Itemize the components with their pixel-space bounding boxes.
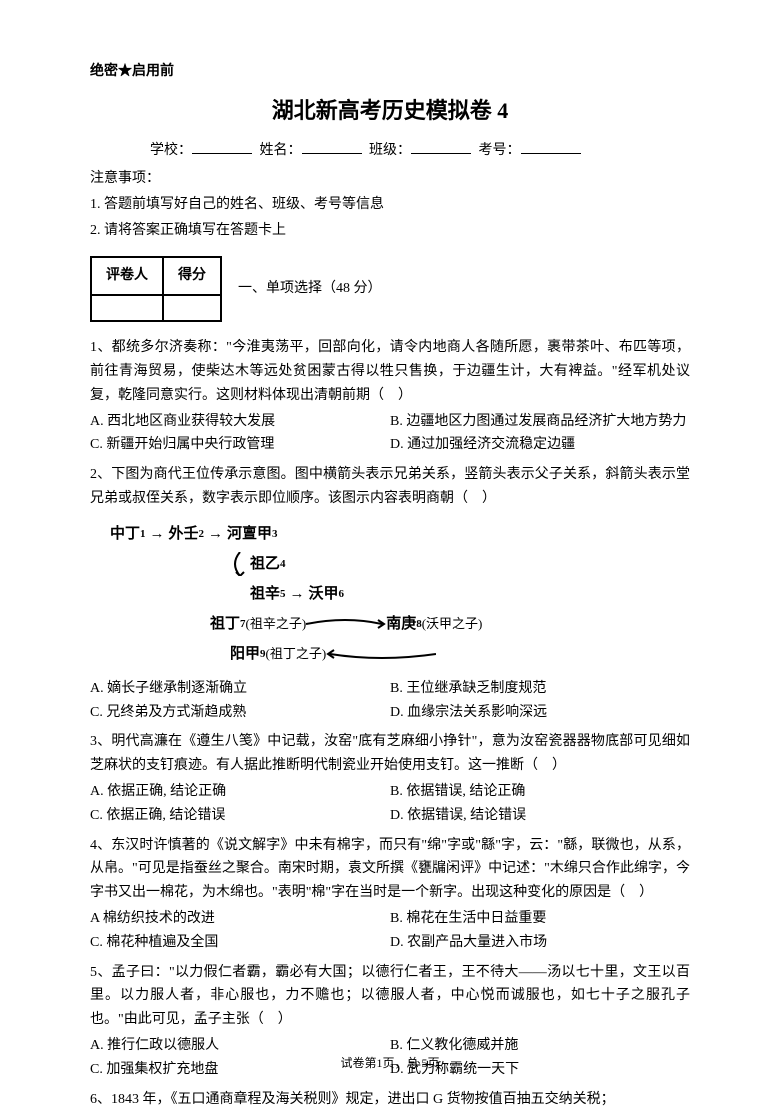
long-arrow (306, 614, 386, 634)
school-label: 学校： (150, 143, 192, 158)
question-3-options: A. 依据正确, 结论正确 B. 依据错误, 结论正确 C. 依据正确, 结论错… (90, 780, 690, 828)
question-2-options: A. 嫡长子继承制逐渐确立 B. 王位继承缺乏制度规范 C. 兄终弟及方式渐趋成… (90, 677, 690, 725)
class-label: 班级： (369, 143, 411, 158)
node-yangjia: 阳甲 (230, 639, 260, 669)
note-yangjia: (祖丁之子) (266, 641, 327, 667)
page-footer: 试卷第1页，总 5页 (0, 1053, 780, 1073)
question-3-text: 3、明代高濂在《遵生八笺》中记载，汝窑"底有芝麻细小挣针"，意为汝窑瓷器器物底部… (90, 730, 690, 778)
q3-option-d: D. 依据错误, 结论错误 (390, 804, 690, 828)
node-nangeng: 南庚 (386, 609, 416, 639)
q4-option-b: B. 棉花在生活中日益重要 (390, 907, 690, 931)
question-4-text: 4、东汉时许慎著的《说文解字》中未有棉字，而只有"绵"字或"緜"字，云："緜，联… (90, 834, 690, 905)
q1-option-c: C. 新疆开始归属中央行政管理 (90, 433, 390, 457)
q1-option-b: B. 边疆地区力图通过发展商品经济扩大地方势力 (390, 410, 690, 434)
q4-option-c: C. 棉花种植遍及全国 (90, 931, 390, 955)
question-1-text: 1、都统多尔济奏称："今淮夷荡平，回部向化，请令内地商人各随所愿，裹带茶叶、布匹… (90, 336, 690, 407)
notice-2: 2. 请将答案正确填写在答题卡上 (90, 219, 690, 243)
question-4-options: A 棉纺织技术的改进 B. 棉花在生活中日益重要 C. 棉花种植遍及全国 D. … (90, 907, 690, 955)
examno-label: 考号： (479, 143, 521, 158)
name-label: 姓名： (260, 143, 302, 158)
arrow-icon: → (290, 579, 305, 609)
page-title: 湖北新高考历史模拟卷 4 (90, 92, 690, 129)
question-5-text: 5、孟子曰："以力假仁者霸，霸必有大国；以德行仁者王，王不待大——汤以七十里，文… (90, 961, 690, 1032)
node-wairen: 外壬 (169, 519, 199, 549)
grade-score-cell (163, 295, 221, 321)
curve-connector (230, 552, 250, 576)
arrow-icon: → (208, 519, 223, 549)
q4-option-a: A 棉纺织技术的改进 (90, 907, 390, 931)
node-zhongding: 中丁 (110, 519, 140, 549)
note-zuding: (祖辛之子) (246, 611, 307, 637)
grade-table: 评卷人 得分 (90, 256, 222, 322)
long-arrow-back (326, 644, 436, 664)
node-zuxin: 祖辛 (250, 579, 280, 609)
q1-option-d: D. 通过加强经济交流稳定边疆 (390, 433, 690, 457)
q3-option-a: A. 依据正确, 结论正确 (90, 780, 390, 804)
question-6-text: 6、1843 年，《五口通商章程及海关税则》规定，进出口 G 货物按值百抽五交纳… (90, 1088, 690, 1111)
note-nangeng: (沃甲之子) (422, 611, 483, 637)
name-blank (302, 153, 362, 154)
grade-col-score: 得分 (163, 257, 221, 295)
grade-reviewer-cell (91, 295, 163, 321)
node-hedanjia: 河亶甲 (227, 519, 272, 549)
examno-blank (521, 153, 581, 154)
node-zuyi: 祖乙 (250, 549, 280, 579)
grade-col-reviewer: 评卷人 (91, 257, 163, 295)
q2-option-c: C. 兄终弟及方式渐趋成熟 (90, 701, 390, 725)
section-a-title: 一、单项选择（48 分） (238, 277, 382, 301)
q3-option-c: C. 依据正确, 结论错误 (90, 804, 390, 828)
q3-option-b: B. 依据错误, 结论正确 (390, 780, 690, 804)
confidential-label: 绝密★启用前 (90, 60, 690, 84)
node-wojia: 沃甲 (309, 579, 339, 609)
q1-option-a: A. 西北地区商业获得较大发展 (90, 410, 390, 434)
class-blank (411, 153, 471, 154)
node-zuding: 祖丁 (210, 609, 240, 639)
q2-option-a: A. 嫡长子继承制逐渐确立 (90, 677, 390, 701)
question-1-options: A. 西北地区商业获得较大发展 B. 边疆地区力图通过发展商品经济扩大地方势力 … (90, 410, 690, 458)
question-2-text: 2、下图为商代王位传承示意图。图中横箭头表示兄弟关系，竖箭头表示父子关系，斜箭头… (90, 463, 690, 511)
notice-1: 1. 答题前填写好自己的姓名、班级、考号等信息 (90, 193, 690, 217)
arrow-icon: → (150, 519, 165, 549)
notice-header: 注意事项： (90, 167, 690, 191)
q2-option-d: D. 血缘宗法关系影响深远 (390, 701, 690, 725)
q2-option-b: B. 王位继承缺乏制度规范 (390, 677, 690, 701)
school-blank (192, 153, 252, 154)
grade-section: 评卷人 得分 一、单项选择（48 分） (90, 256, 690, 322)
student-info-row: 学校： 姓名： 班级： 考号： (90, 139, 690, 163)
q4-option-d: D. 农副产品大量进入市场 (390, 931, 690, 955)
succession-diagram: 中丁1 → 外壬2 → 河亶甲3 祖乙4 祖辛5 → 沃甲6 祖丁7(祖辛之子)… (110, 519, 690, 669)
